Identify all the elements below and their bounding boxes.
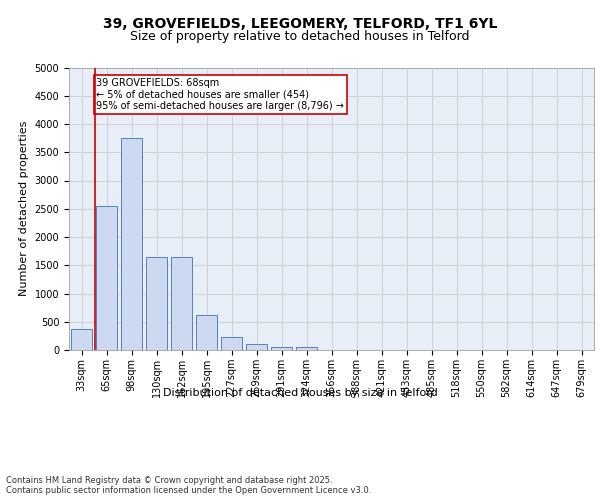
Bar: [246, 344, 267, 350]
Text: Size of property relative to detached houses in Telford: Size of property relative to detached ho…: [130, 30, 470, 43]
Text: 39, GROVEFIELDS, LEEGOMERY, TELFORD, TF1 6YL: 39, GROVEFIELDS, LEEGOMERY, TELFORD, TF1…: [103, 18, 497, 32]
Bar: [96, 206, 117, 350]
Y-axis label: Number of detached properties: Number of detached properties: [19, 121, 29, 296]
Bar: [271, 346, 292, 350]
Text: Distribution of detached houses by size in Telford: Distribution of detached houses by size …: [163, 388, 437, 398]
Bar: [171, 257, 192, 350]
Bar: [71, 328, 92, 350]
Bar: [121, 138, 142, 350]
Bar: [221, 337, 242, 350]
Text: Contains HM Land Registry data © Crown copyright and database right 2025.
Contai: Contains HM Land Registry data © Crown c…: [6, 476, 371, 495]
Text: 39 GROVEFIELDS: 68sqm
← 5% of detached houses are smaller (454)
95% of semi-deta: 39 GROVEFIELDS: 68sqm ← 5% of detached h…: [97, 78, 344, 111]
Bar: [146, 257, 167, 350]
Bar: [296, 347, 317, 350]
Bar: [196, 315, 217, 350]
